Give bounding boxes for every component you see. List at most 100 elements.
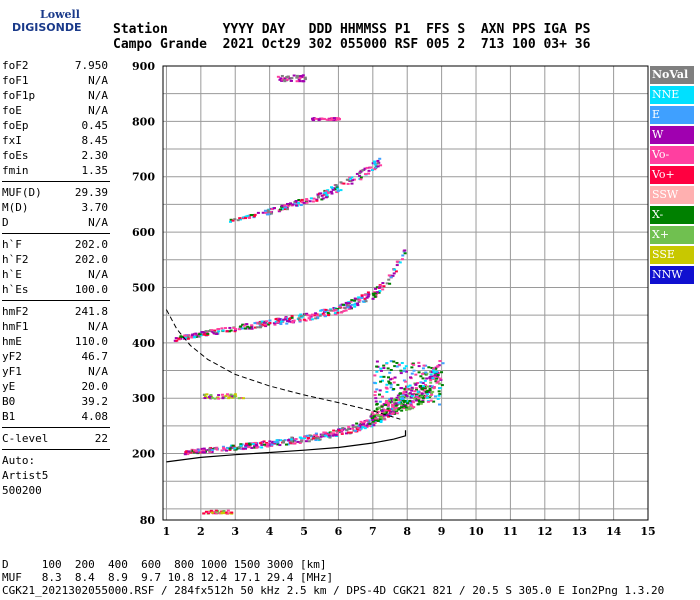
echo-point — [276, 75, 280, 78]
echo-point — [210, 449, 214, 452]
echo-point — [353, 305, 357, 308]
echo-point — [350, 182, 354, 185]
echo-point — [312, 119, 316, 122]
echo-point — [416, 403, 420, 406]
echo-point — [236, 219, 240, 222]
echo-point — [314, 439, 318, 442]
echo-point — [326, 189, 330, 192]
echo-point — [211, 331, 215, 334]
echo-point — [214, 512, 218, 515]
echo-point — [324, 434, 328, 437]
param-value: 20.0 — [81, 380, 109, 393]
param-name: hmE — [2, 335, 22, 348]
echo-point — [403, 399, 407, 402]
echo-point — [382, 411, 386, 414]
echo-point — [303, 76, 307, 79]
echo-point — [296, 440, 300, 443]
echo-point — [381, 395, 385, 398]
echo-point — [233, 218, 237, 221]
echo-point — [395, 412, 399, 415]
legend-item: NNE — [650, 86, 694, 104]
param-name: foE — [2, 104, 22, 117]
echo-point — [379, 419, 383, 422]
param-row: B0 39.2 — [2, 394, 110, 409]
echo-point — [389, 378, 393, 381]
echo-point — [291, 203, 295, 206]
echo-point — [224, 511, 228, 514]
echo-point — [277, 320, 281, 323]
echo-point — [374, 397, 378, 400]
param-value: 0.45 — [81, 119, 109, 132]
echo-point — [204, 330, 208, 333]
param-row: D N/A — [2, 215, 110, 230]
echo-point — [220, 512, 224, 515]
echo-point — [358, 299, 362, 302]
param-row: hmE 110.0 — [2, 334, 110, 349]
echo-point — [247, 442, 251, 445]
echo-point — [253, 446, 257, 449]
echo-point — [278, 444, 282, 447]
echo-point — [393, 268, 397, 271]
echo-point — [201, 451, 205, 454]
echo-point — [416, 382, 420, 385]
echo-point — [428, 377, 432, 380]
echo-point — [412, 397, 416, 400]
echo-point — [203, 393, 207, 396]
legend-item: SSE — [650, 246, 694, 264]
echo-point — [429, 379, 433, 382]
echo-point — [215, 447, 219, 450]
echo-point — [308, 314, 312, 317]
echo-point — [183, 453, 187, 456]
echo-point — [397, 260, 401, 263]
echo-point — [295, 76, 299, 79]
echo-point — [287, 439, 291, 442]
echo-point — [434, 366, 438, 369]
echo-point — [316, 196, 320, 199]
echo-point — [431, 377, 435, 380]
echo-point — [355, 298, 359, 301]
echo-point — [332, 119, 336, 122]
echo-point — [396, 383, 400, 386]
echo-point — [362, 423, 366, 426]
echo-point — [405, 402, 409, 405]
echo-point — [314, 117, 318, 120]
echo-point — [351, 424, 355, 427]
echo-point — [420, 392, 424, 395]
echo-point — [259, 326, 263, 329]
echo-point — [317, 118, 321, 121]
echo-point — [403, 252, 407, 255]
echo-point — [340, 431, 344, 434]
echo-point — [272, 322, 276, 325]
echo-point — [351, 179, 355, 182]
y-tick-label: 900 — [132, 60, 155, 73]
echo-point — [221, 446, 225, 449]
echo-point — [237, 446, 241, 449]
echo-point — [191, 333, 195, 336]
echo-point — [421, 382, 425, 385]
echo-point — [213, 511, 217, 514]
echo-point — [371, 292, 375, 295]
echo-point — [260, 446, 264, 449]
echo-point — [432, 385, 436, 388]
echo-point — [225, 330, 229, 333]
echo-point — [375, 407, 379, 410]
echo-point — [186, 453, 190, 456]
echo-point — [331, 434, 335, 437]
echo-point — [257, 322, 261, 325]
echo-point — [242, 216, 246, 219]
echo-point — [374, 287, 378, 290]
echo-point — [186, 337, 190, 340]
echo-point — [206, 333, 210, 336]
echo-point — [290, 315, 294, 318]
echo-point — [416, 390, 420, 393]
echo-point — [342, 427, 346, 430]
echo-point — [229, 220, 233, 223]
echo-point — [180, 335, 184, 338]
echo-point — [430, 385, 434, 388]
echo-point — [410, 386, 414, 389]
echo-point — [412, 363, 416, 366]
echo-point — [326, 191, 330, 194]
echo-point — [375, 365, 379, 368]
echo-point — [437, 390, 441, 393]
echo-point — [409, 396, 413, 399]
